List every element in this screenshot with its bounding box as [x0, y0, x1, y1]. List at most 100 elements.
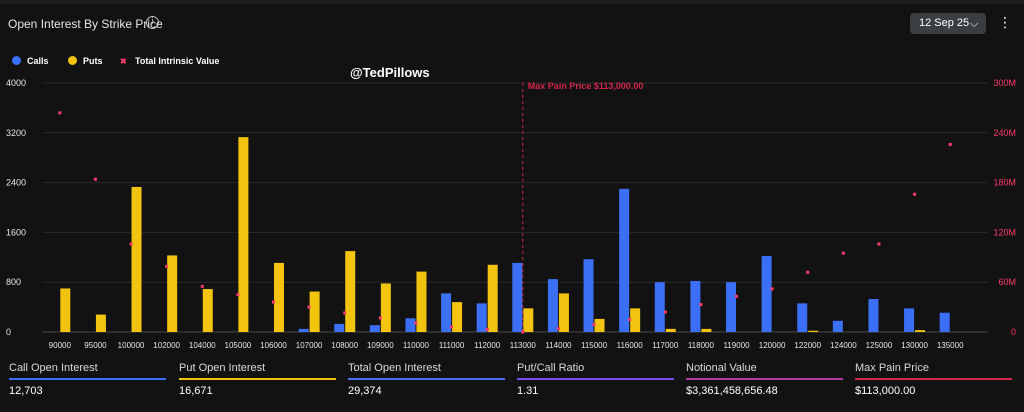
x-tick-label: 100000 — [118, 341, 145, 350]
stat-underline — [686, 378, 843, 380]
puts-bar — [452, 302, 463, 332]
intrinsic-value-point — [913, 192, 917, 196]
intrinsic-value-point — [948, 142, 952, 146]
intrinsic-value-point — [592, 323, 596, 327]
y-right-tick-label: 180M — [993, 178, 1016, 188]
chart-title: Open Interest By Strike Price — [8, 17, 163, 31]
legend-item-puts[interactable]: Puts — [68, 56, 103, 66]
calls-bar — [939, 312, 950, 332]
y-right-tick-label: 240M — [993, 128, 1016, 138]
puts-bar — [630, 308, 641, 332]
intrinsic-value-point — [628, 318, 632, 322]
puts-bar — [380, 283, 391, 332]
intrinsic-value-point — [806, 270, 810, 274]
calls-bar — [832, 320, 843, 332]
x-tick-label: 110000 — [403, 341, 430, 350]
calls-bar — [654, 282, 665, 332]
x-tick-label: 122000 — [794, 341, 821, 350]
stat-underline — [348, 378, 505, 380]
info-icon[interactable]: i — [146, 16, 159, 29]
calls-bar — [441, 293, 452, 332]
stat-label: Max Pain Price — [855, 362, 929, 374]
calls-bar — [868, 299, 879, 332]
intrinsic-value-point — [485, 328, 489, 332]
intrinsic-value-point — [841, 251, 845, 255]
calls-bar — [690, 280, 701, 332]
y-right-tick-label: 0 — [1011, 327, 1016, 337]
stat-label: Put Open Interest — [179, 362, 266, 374]
intrinsic-value-point — [307, 305, 311, 309]
x-tick-label: 117000 — [652, 341, 679, 350]
x-tick-label: 120000 — [759, 341, 786, 350]
puts-bar — [274, 262, 284, 332]
x-tick-label: 130000 — [901, 341, 928, 350]
intrinsic-value-point — [735, 294, 738, 298]
stat-underline — [855, 378, 1012, 380]
stat-label: Total Open Interest — [348, 362, 441, 374]
legend-item-intrinsic[interactable]: ✖ Total Intrinsic Value — [120, 56, 220, 66]
puts-bar — [523, 308, 534, 332]
stat-value: $3,361,458,656.48 — [686, 385, 778, 397]
top-border — [0, 0, 1024, 4]
puts-bar — [665, 328, 676, 332]
puts-bar — [594, 318, 605, 332]
calls-bar — [298, 328, 309, 332]
intrinsic-value-point — [877, 242, 881, 246]
legend-label: Puts — [83, 56, 103, 66]
intrinsic-value-point — [129, 242, 133, 246]
calls-bar — [619, 188, 630, 332]
y-left-tick-label: 4000 — [6, 78, 26, 88]
x-tick-label: 125000 — [866, 341, 893, 350]
intrinsic-value-point — [699, 303, 703, 307]
legend-label: Calls — [27, 56, 49, 66]
x-tick-label: 115000 — [581, 341, 608, 350]
stat-label: Put/Call Ratio — [517, 362, 585, 374]
stat-value: 12,703 — [9, 385, 43, 397]
watermark: @TedPillows — [350, 65, 430, 80]
calls-bar — [797, 303, 808, 332]
puts-bar — [309, 291, 320, 332]
stats-row: Call Open Interest 12,703 Put Open Interes… — [0, 355, 1024, 412]
stat-label: Notional Value — [686, 362, 757, 374]
kebab-menu-icon[interactable]: ⋮ — [998, 15, 1012, 31]
calls-bar — [904, 308, 915, 332]
x-tick-label: 102000 — [153, 341, 180, 350]
intrinsic-value-point — [414, 321, 418, 325]
stat-value: 16,671 — [179, 385, 213, 397]
stat-value: $113,000.00 — [855, 385, 916, 397]
intrinsic-value-point — [378, 316, 382, 320]
x-tick-label: 109000 — [367, 341, 394, 350]
legend-item-calls[interactable]: Calls — [12, 56, 49, 66]
puts-bar — [701, 328, 712, 332]
puts-bar — [167, 255, 178, 332]
x-tick-label: 114000 — [545, 341, 572, 350]
calls-bar — [726, 282, 736, 332]
intrinsic-value-point — [165, 264, 169, 268]
puts-bar — [487, 264, 498, 332]
stat-underline — [517, 378, 674, 380]
x-tick-label: 112000 — [474, 341, 501, 350]
puts-bar — [345, 251, 356, 332]
puts-bar — [238, 137, 249, 332]
open-interest-chart: 0 800 1600 2400 3200 4000 0 60M 120M 180M 240M 300M… — [6, 78, 1016, 350]
intrinsic-value-point — [770, 287, 774, 291]
puts-bar — [131, 186, 142, 332]
date-selector[interactable]: 12 Sep 25 ⌵ — [910, 13, 986, 34]
date-selector-label: 12 Sep 25 — [919, 17, 970, 29]
x-tick-label: 105000 — [225, 341, 252, 350]
stat-value: 1.31 — [517, 385, 539, 397]
x-tick-label: 113000 — [510, 341, 537, 350]
intrinsic-value-point — [450, 325, 454, 329]
puts-bar — [558, 293, 569, 332]
x-tick-label: 118000 — [688, 341, 715, 350]
x-tick-label: 108000 — [331, 341, 358, 350]
y-left-tick-label: 1600 — [6, 227, 26, 237]
y-right-tick-label: 300M — [993, 78, 1016, 88]
stat-value: 29,374 — [348, 385, 382, 397]
y-left-tick-label: 3200 — [6, 128, 26, 138]
puts-bar — [416, 271, 427, 332]
puts-bar — [202, 289, 213, 332]
stat-label: Call Open Interest — [9, 362, 98, 374]
y-left-tick-label: 800 — [6, 277, 21, 287]
x-tick-label: 135000 — [937, 341, 964, 350]
